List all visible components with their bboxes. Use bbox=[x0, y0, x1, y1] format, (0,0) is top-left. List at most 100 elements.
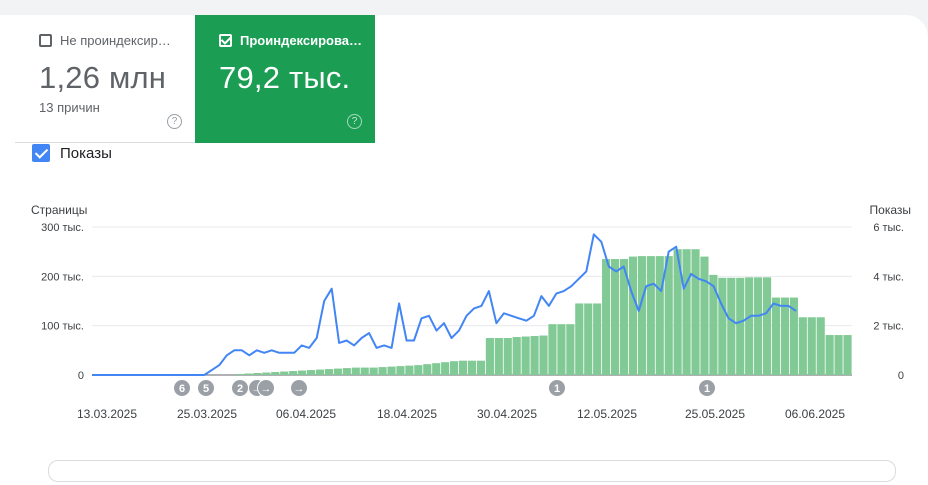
arrow-right-icon[interactable]: → bbox=[290, 379, 308, 397]
bar[interactable] bbox=[244, 373, 253, 375]
annotation-marker[interactable]: 2 bbox=[231, 379, 249, 397]
bar[interactable] bbox=[378, 367, 387, 375]
x-tick-label: 06.06.2025 bbox=[785, 407, 845, 421]
bar[interactable] bbox=[539, 335, 548, 375]
not-indexed-tile[interactable]: Не проиндексир… 1,26 млн 13 причин ? bbox=[15, 15, 195, 143]
bar[interactable] bbox=[816, 317, 825, 375]
impressions-label: Показы bbox=[60, 144, 112, 162]
bar[interactable] bbox=[530, 336, 539, 375]
bar[interactable] bbox=[619, 259, 629, 375]
bar[interactable] bbox=[575, 303, 584, 375]
bar[interactable] bbox=[342, 368, 351, 375]
bar[interactable] bbox=[298, 370, 307, 375]
bar[interactable] bbox=[745, 277, 754, 375]
help-icon[interactable]: ? bbox=[167, 114, 182, 129]
bar[interactable] bbox=[691, 249, 700, 375]
bar[interactable] bbox=[709, 274, 718, 375]
bar[interactable] bbox=[718, 277, 727, 375]
bar[interactable] bbox=[369, 367, 378, 375]
annotation-marker[interactable]: 6 bbox=[173, 379, 191, 397]
bar[interactable] bbox=[280, 371, 289, 375]
bar[interactable] bbox=[396, 366, 405, 375]
bar[interactable] bbox=[235, 374, 244, 375]
bar[interactable] bbox=[441, 362, 450, 375]
bar[interactable] bbox=[673, 249, 682, 375]
bar[interactable] bbox=[423, 364, 432, 375]
bar[interactable] bbox=[664, 256, 673, 375]
bar[interactable] bbox=[736, 277, 745, 375]
bar[interactable] bbox=[289, 371, 298, 375]
bar[interactable] bbox=[789, 297, 798, 375]
bar[interactable] bbox=[458, 360, 468, 375]
bar[interactable] bbox=[360, 367, 369, 375]
bar[interactable] bbox=[682, 249, 691, 375]
impressions-toggle[interactable]: Показы bbox=[32, 144, 112, 162]
annotation-marker[interactable]: 5 bbox=[197, 379, 215, 397]
not-indexed-reasons: 13 причин bbox=[39, 100, 100, 115]
y-axis-label-right: Показы bbox=[870, 203, 911, 217]
bar[interactable] bbox=[655, 256, 664, 375]
bar[interactable] bbox=[646, 256, 655, 375]
y-tick-label-left: 0 bbox=[78, 370, 84, 382]
bar[interactable] bbox=[762, 277, 772, 375]
bar[interactable] bbox=[807, 317, 816, 375]
y-tick-label-right: 2 тыс. bbox=[873, 321, 904, 333]
svg-text:2: 2 bbox=[237, 383, 243, 395]
bar[interactable] bbox=[610, 259, 620, 375]
not-indexed-checkbox[interactable] bbox=[39, 34, 52, 47]
bar[interactable] bbox=[512, 337, 521, 375]
impressions-checkbox[interactable] bbox=[32, 144, 50, 162]
bar[interactable] bbox=[405, 365, 414, 375]
bar[interactable] bbox=[485, 338, 494, 375]
bar[interactable] bbox=[771, 297, 781, 375]
bar[interactable] bbox=[843, 335, 852, 375]
bar[interactable] bbox=[503, 338, 512, 375]
y-tick-label-right: 4 тыс. bbox=[873, 271, 904, 283]
bar[interactable] bbox=[476, 360, 486, 375]
y-tick-label-left: 200 тыс. bbox=[41, 271, 84, 283]
bar[interactable] bbox=[593, 303, 602, 375]
annotation-marker[interactable]: 1 bbox=[548, 379, 566, 397]
svg-text:→: → bbox=[261, 383, 272, 395]
bar[interactable] bbox=[253, 373, 262, 375]
bar[interactable] bbox=[494, 338, 503, 375]
annotation-marker[interactable]: 1 bbox=[698, 379, 716, 397]
bar[interactable] bbox=[521, 336, 530, 375]
bar[interactable] bbox=[584, 303, 593, 375]
bar[interactable] bbox=[387, 366, 396, 375]
bar[interactable] bbox=[825, 335, 834, 375]
bar[interactable] bbox=[262, 372, 271, 375]
bar[interactable] bbox=[727, 277, 736, 375]
svg-text:→: → bbox=[252, 383, 263, 395]
bar[interactable] bbox=[450, 361, 459, 375]
bar[interactable] bbox=[628, 256, 638, 375]
arrow-right-icon[interactable]: → bbox=[257, 379, 275, 397]
bar[interactable] bbox=[414, 365, 423, 375]
bar[interactable] bbox=[432, 363, 441, 375]
bar[interactable] bbox=[333, 368, 342, 375]
indexed-tile[interactable]: Проиндексирова… 79,2 тыс. ? bbox=[195, 15, 375, 143]
bar[interactable] bbox=[637, 256, 646, 375]
bar[interactable] bbox=[306, 370, 316, 375]
bar[interactable] bbox=[834, 335, 843, 375]
bar[interactable] bbox=[700, 256, 709, 375]
bar[interactable] bbox=[566, 324, 575, 375]
bar[interactable] bbox=[467, 360, 477, 375]
bar[interactable] bbox=[557, 324, 566, 375]
bar[interactable] bbox=[548, 324, 557, 375]
x-tick-label: 06.04.2025 bbox=[276, 407, 336, 421]
impressions-line[interactable] bbox=[92, 233, 797, 376]
indexed-value: 79,2 тыс. bbox=[219, 60, 351, 95]
bar[interactable] bbox=[271, 372, 280, 375]
bar[interactable] bbox=[324, 369, 334, 375]
bar[interactable] bbox=[754, 277, 763, 375]
indexed-checkbox[interactable] bbox=[219, 34, 232, 47]
bar[interactable] bbox=[315, 369, 325, 375]
bar[interactable] bbox=[780, 297, 790, 375]
help-icon[interactable]: ? bbox=[347, 114, 362, 129]
bar[interactable] bbox=[351, 367, 360, 375]
bar[interactable] bbox=[798, 317, 807, 375]
x-tick-label: 25.03.2025 bbox=[177, 407, 237, 421]
bar[interactable] bbox=[602, 259, 611, 375]
svg-text:6: 6 bbox=[179, 383, 185, 395]
